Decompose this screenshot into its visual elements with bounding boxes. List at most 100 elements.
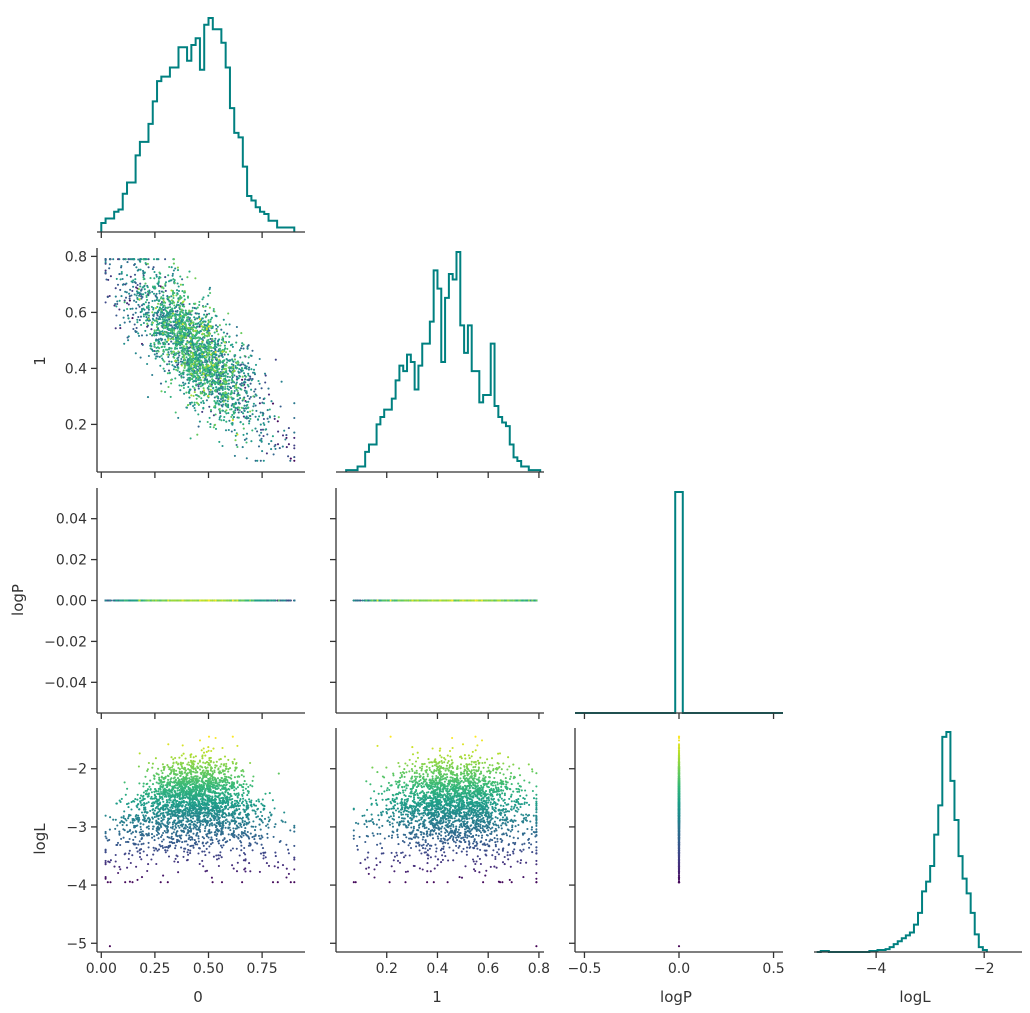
- panel-1-0-point: [144, 291, 147, 294]
- panel-1-0-point: [278, 447, 281, 450]
- panel-1-0-point: [198, 382, 201, 385]
- panel-1-0-point: [245, 457, 248, 460]
- panel-1-1-histogram: [345, 251, 542, 472]
- panel-1-0-point: [225, 420, 228, 423]
- panel-1-0-point: [184, 324, 187, 327]
- panel-1-0-point: [169, 335, 172, 338]
- panel-1-0-point: [249, 417, 252, 420]
- panel-1-0-point: [200, 348, 203, 351]
- panel-1-0-point: [194, 409, 197, 412]
- panel-1-0-point: [187, 378, 190, 381]
- panel-1-0-point: [240, 347, 243, 350]
- panel-1-0-point: [169, 378, 173, 382]
- panel-1-0-point: [175, 321, 178, 324]
- panel-1-0-point: [218, 354, 221, 357]
- panel-1-0-point: [176, 269, 180, 272]
- panel-1-0-point: [143, 288, 146, 291]
- panel-1-0-point: [196, 372, 199, 375]
- panel-1-0-point: [158, 322, 161, 325]
- panel-1-0-point: [171, 364, 174, 367]
- panel-1-0-point: [221, 373, 225, 376]
- panel-1-0-point: [139, 315, 143, 318]
- panel-1-0-point: [214, 337, 217, 340]
- panel-1-0-point: [114, 295, 117, 298]
- panel-1-0-point: [227, 340, 231, 344]
- panel-1-0-point: [147, 266, 150, 269]
- panel-1-0-point: [172, 278, 175, 281]
- panel-1-0-point: [144, 262, 147, 265]
- panel-1-0-point: [181, 283, 185, 286]
- panel-1-0-point: [213, 310, 216, 313]
- panel-1-0-point: [281, 445, 284, 448]
- panel-1-0-point: [211, 351, 214, 354]
- panel-1-0-point: [123, 309, 126, 312]
- panel-1-0-point: [252, 402, 255, 405]
- panel-1-0-point: [219, 397, 223, 401]
- panel-1-0-point: [261, 401, 264, 404]
- panel-1-0-point: [154, 339, 158, 342]
- panel-1-0-point: [225, 403, 228, 406]
- panel-1-0-point: [245, 437, 248, 440]
- panel-1-0-point: [167, 339, 170, 342]
- panel-1-0-point: [197, 402, 200, 405]
- panel-1-0-point: [130, 258, 133, 261]
- panel-1-0-point: [258, 396, 261, 399]
- panel-1-0-point: [146, 396, 150, 399]
- panel-1-0-point: [238, 349, 241, 352]
- panel-1-0-point: [240, 332, 243, 335]
- panel-1-0-point: [175, 368, 178, 371]
- panel-1-0-point: [195, 356, 199, 359]
- panel-1-0-point: [190, 401, 193, 404]
- panel-1-0-point: [142, 278, 145, 281]
- panel-1-0-point: [199, 320, 202, 323]
- panel-1-0-point: [180, 335, 183, 338]
- panel-1-0-point: [209, 391, 212, 394]
- panel-1-0-point: [258, 357, 261, 361]
- panel-1-0-point: [183, 354, 186, 357]
- panel-1-0-point: [203, 394, 206, 397]
- panel-1-0-point: [225, 323, 228, 326]
- panel-1-0-point: [181, 290, 184, 293]
- panel-1-0-point: [151, 299, 154, 303]
- panel-1-0-point: [190, 363, 193, 366]
- panel-1-0-point: [163, 325, 166, 328]
- panel-1-0-point: [210, 349, 213, 352]
- panel-2-0-point: [247, 599, 250, 602]
- panel-1-0-point: [153, 345, 156, 348]
- panel-1-0-point: [252, 405, 255, 408]
- panel-1-0-point: [201, 364, 204, 367]
- panel-1-0-point: [235, 325, 238, 329]
- panel-1-0-point: [207, 340, 210, 344]
- panel-1-0-point: [159, 364, 162, 367]
- panel-1-0-point: [235, 381, 238, 384]
- panel-1-0-point: [191, 361, 194, 364]
- panel-1-0-point: [264, 381, 267, 384]
- panel-1-0-point: [228, 385, 231, 389]
- panel-1-0-point: [237, 370, 240, 373]
- panel-1-0-point: [192, 329, 195, 332]
- panel-1-0-point: [179, 283, 182, 286]
- panel-1-0-point: [189, 355, 192, 358]
- panel-1-0-point: [162, 352, 165, 356]
- panel-1-0-point: [123, 299, 126, 302]
- panel-1-0-point: [246, 378, 249, 381]
- panel-1-0-point: [222, 331, 225, 334]
- panel-1-0-point: [225, 409, 228, 412]
- panel-1-0-point: [262, 459, 265, 462]
- panel-1-0-point: [258, 434, 261, 437]
- panel-1-0-point: [120, 295, 123, 298]
- panel-1-0-point: [142, 321, 145, 325]
- panel-1-0-point: [192, 362, 195, 365]
- panel-1-0-point: [170, 295, 173, 298]
- panel-1-0-point: [205, 324, 208, 327]
- panel-1-0-point: [216, 340, 220, 343]
- panel-1-0-point: [197, 425, 200, 428]
- panel-1-0-point: [183, 298, 186, 301]
- panel-1-0-point: [208, 351, 211, 354]
- panel-1-0-point: [266, 409, 269, 412]
- panel-1-0-point: [205, 374, 208, 377]
- panel-1-0-point: [264, 374, 267, 377]
- panel-1-0-point: [172, 331, 175, 334]
- panel-1-0-point: [188, 396, 191, 399]
- panel-1-0-point: [243, 380, 246, 383]
